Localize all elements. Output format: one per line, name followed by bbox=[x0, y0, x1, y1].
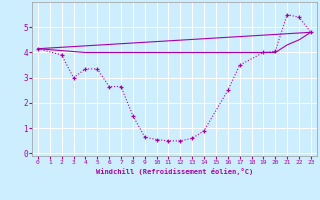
X-axis label: Windchill (Refroidissement éolien,°C): Windchill (Refroidissement éolien,°C) bbox=[96, 168, 253, 175]
